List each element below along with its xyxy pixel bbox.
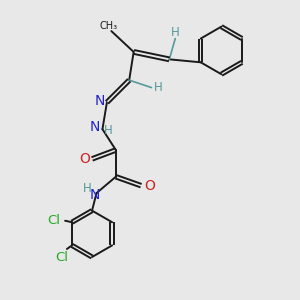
Text: H: H bbox=[82, 182, 91, 195]
Text: CH₃: CH₃ bbox=[99, 21, 118, 31]
Text: O: O bbox=[144, 179, 155, 193]
Text: H: H bbox=[171, 26, 180, 38]
Text: N: N bbox=[90, 120, 100, 134]
Text: N: N bbox=[94, 94, 105, 108]
Text: H: H bbox=[154, 81, 162, 94]
Text: Cl: Cl bbox=[55, 251, 68, 264]
Text: N: N bbox=[90, 188, 100, 202]
Text: Cl: Cl bbox=[48, 214, 61, 227]
Text: H: H bbox=[104, 124, 113, 137]
Text: O: O bbox=[79, 152, 90, 166]
